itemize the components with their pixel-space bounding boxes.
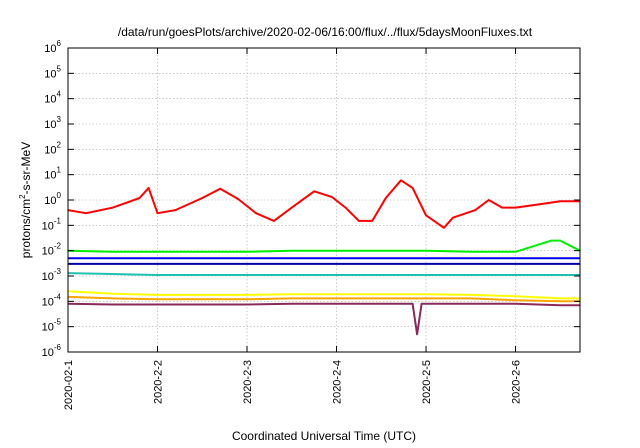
y-tick-label: 103: [44, 115, 61, 131]
x-tick-label: 2020-2-2: [153, 360, 165, 404]
y-tick-base: 10: [44, 144, 56, 156]
grid: [68, 48, 580, 352]
chart-title: /data/run/goesPlots/archive/2020-02-06/1…: [118, 25, 533, 39]
y-tick-label: 10-6: [42, 343, 62, 359]
y-tick-base: 10: [44, 195, 56, 207]
y-tick-exp: 4: [57, 90, 62, 99]
y-tick-exp: -3: [54, 267, 62, 276]
y-tick-base: 10: [42, 296, 54, 308]
y-tick-exp: 0: [57, 191, 62, 200]
y-tick-label: 106: [44, 39, 61, 55]
x-tick-label: 2020-2-3: [242, 360, 254, 404]
y-tick-label: 10-4: [42, 292, 62, 308]
x-tick-label: 2020-2-4: [332, 360, 344, 404]
x-tick-label: 2020-2-6: [511, 360, 523, 404]
y-tick-exp: 6: [57, 39, 62, 48]
y-tick-base: 10: [42, 322, 54, 334]
series-line: [67, 179, 580, 229]
y-axis-label-sup: 2: [18, 194, 27, 199]
y-tick-exp: 5: [57, 64, 62, 73]
series-lines: [67, 179, 581, 336]
series-line: [67, 295, 580, 303]
x-tick-label: 2020-2-5: [421, 360, 433, 404]
y-tick-exp: 3: [57, 115, 62, 124]
y-tick-base: 10: [44, 119, 56, 131]
y-axis-label-rest: -s-sr-MeV: [19, 142, 33, 195]
y-tick-base: 10: [44, 68, 56, 80]
series-line: [67, 302, 580, 336]
y-tick-base: 10: [42, 220, 54, 232]
y-tick-label: 101: [44, 166, 61, 182]
y-tick-label: 10-3: [42, 267, 62, 283]
y-tick-exp: 2: [57, 140, 62, 149]
y-tick-exp: -4: [54, 292, 62, 301]
y-tick-exp: -2: [54, 242, 62, 251]
series-line: [67, 239, 581, 253]
y-tick-exp: -5: [54, 318, 62, 327]
series-line: [67, 272, 580, 276]
series-line: [67, 290, 580, 300]
y-tick-exp: -1: [54, 216, 62, 225]
y-tick-base: 10: [42, 347, 54, 359]
y-tick-base: 10: [42, 271, 54, 283]
y-tick-base: 10: [44, 43, 56, 55]
axis-ticks: [67, 47, 580, 353]
y-tick-base: 10: [42, 246, 54, 258]
y-tick-label: 10-5: [42, 318, 62, 334]
x-axis-label: Coordinated Universal Time (UTC): [232, 429, 416, 443]
y-axis-label-base: protons/cm: [19, 199, 33, 258]
y-tick-label: 100: [44, 191, 61, 207]
y-tick-exp: -6: [54, 343, 62, 352]
y-tick-label: 105: [44, 64, 61, 80]
y-tick-label: 10-1: [42, 216, 62, 232]
y-tick-label: 102: [44, 140, 61, 156]
y-axis-label: protons/cm2-s-sr-MeV: [18, 142, 33, 258]
y-tick-labels: 10-610-510-410-310-210-11001011021031041…: [42, 39, 62, 359]
x-tick-labels: 2020-02-1 2020-2-2 2020-2-3 2020-2-4 2020-2-…: [63, 360, 523, 410]
y-tick-base: 10: [44, 170, 56, 182]
x-tick-label: 2020-02-1: [63, 360, 75, 410]
y-tick-label: 104: [44, 90, 61, 106]
y-tick-base: 10: [44, 94, 56, 106]
y-tick-label: 10-2: [42, 242, 62, 258]
y-tick-exp: 1: [57, 166, 62, 175]
